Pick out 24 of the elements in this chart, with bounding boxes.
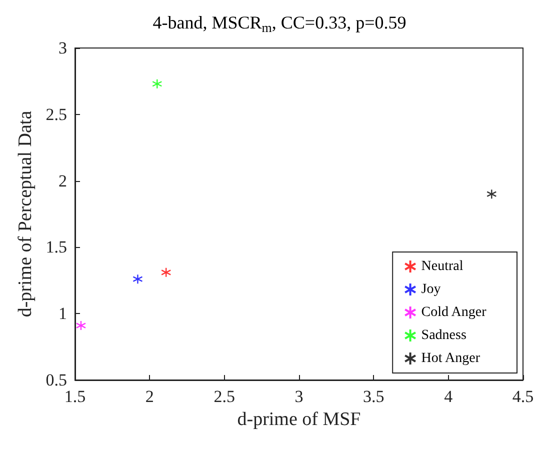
x-tick-label: 4 (444, 387, 454, 406)
legend-label: Neutral (421, 259, 464, 274)
x-tick-label: 4.5 (512, 387, 534, 406)
y-tick-label: 1 (58, 304, 67, 324)
x-tick-label: 3 (294, 387, 304, 406)
point (152, 78, 162, 89)
legend-label: Hot Anger (421, 351, 480, 366)
x-tick-label: 3.5 (363, 387, 384, 406)
y-tick-label: 2.5 (46, 104, 67, 124)
point (486, 188, 497, 200)
y-tick-label: 1.5 (46, 238, 67, 257)
point (76, 320, 86, 331)
y-tick-label: 2 (58, 171, 67, 190)
legend-label: Sadness (421, 328, 466, 343)
legend-label: Cold Anger (421, 305, 487, 320)
y-axis-title: d-prime of Perceptual Data (14, 110, 36, 318)
y-tick-label: 3 (58, 38, 67, 58)
point (132, 274, 143, 284)
point (160, 267, 172, 278)
legend-label: Joy (421, 282, 441, 297)
x-axis-title: d-prime of MSF (237, 409, 361, 430)
x-tick-label: 2.5 (214, 387, 235, 406)
y-tick-label: 0.5 (46, 370, 67, 390)
x-tick-label: 2 (145, 387, 154, 406)
